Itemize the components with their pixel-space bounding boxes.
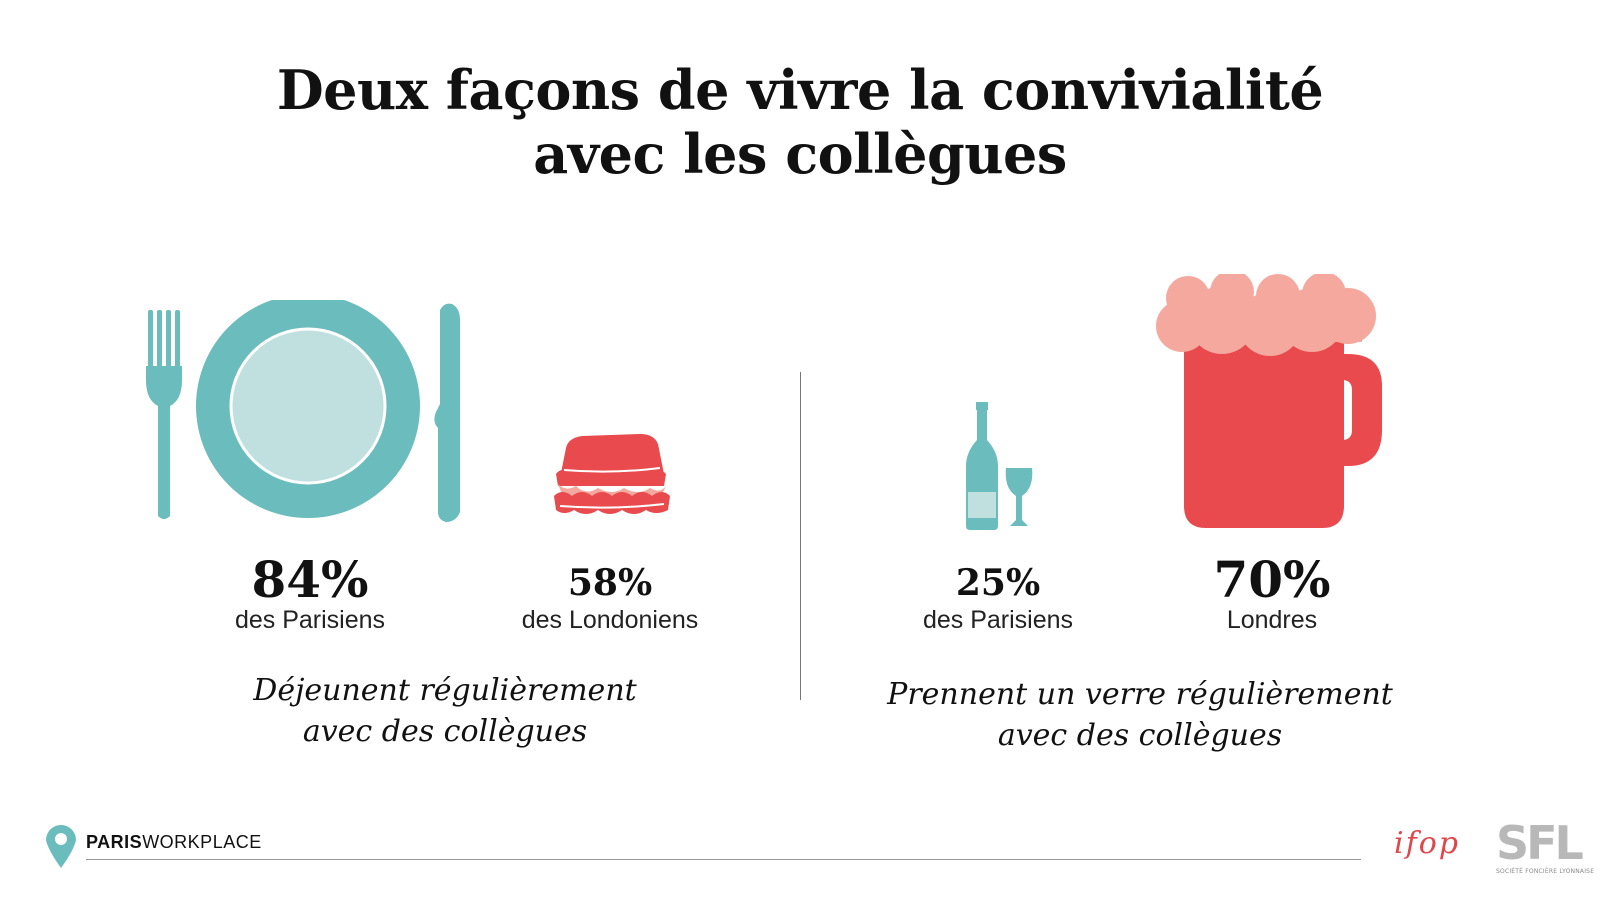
plate-fork-knife-icon	[146, 300, 460, 522]
lunch-paris-percent: 84%	[251, 550, 369, 609]
fork-icon	[146, 310, 182, 519]
drinks-london-label: Londres	[1226, 606, 1318, 634]
wine-glass-icon	[1005, 468, 1033, 526]
drinks-caption-line-1: Prennent un verre régulièrement	[887, 677, 1393, 712]
beer-foam	[1156, 274, 1376, 356]
lunch-paris-label: des Parisiens	[234, 606, 386, 634]
drinks-london-percent: 70%	[1213, 550, 1331, 609]
sfl-subtitle: SOCIÉTÉ FONCIÈRE LYONNAISE	[1496, 868, 1595, 875]
title-line-2: avec les collègues	[533, 122, 1067, 186]
wine-bottle-glass-icon	[966, 402, 1033, 530]
title-line-1: Deux façons de vivre la convivialité	[276, 58, 1324, 122]
location-pin-icon	[46, 825, 76, 868]
drinks-caption-line-2: avec des collègues	[997, 718, 1283, 753]
brand-bold: PARIS	[86, 832, 143, 852]
lunch-caption-line-1: Déjeunent régulièrement	[253, 673, 637, 708]
ifop-logo: ifop	[1394, 826, 1460, 861]
drinks-caption: Prennent un verre régulièrement avec des…	[860, 674, 1420, 756]
drinks-paris-percent: 25%	[955, 562, 1041, 604]
sandwich-icon	[554, 434, 670, 514]
sfl-mark: SFL	[1496, 816, 1584, 870]
beer-mug-body	[1184, 340, 1382, 528]
drinks-paris-label: des Parisiens	[922, 606, 1074, 634]
knife-icon	[434, 303, 460, 522]
footer-rule	[86, 859, 1361, 860]
sfl-logo: SFL SOCIÉTÉ FONCIÈRE LYONNAISE	[1496, 816, 1595, 875]
brand-logo: PARISWORKPLACE	[86, 832, 262, 853]
lunch-london-label: des Londoniens	[521, 606, 699, 634]
beer-mug-icon	[1156, 274, 1382, 528]
plate-icon	[196, 300, 420, 518]
lunch-london-percent: 58%	[567, 562, 653, 604]
lunch-caption: Déjeunent régulièrement avec des collègu…	[200, 670, 690, 752]
lunch-caption-line-2: avec des collègues	[302, 714, 588, 749]
section-divider	[800, 372, 801, 700]
brand-rest: WORKPLACE	[142, 832, 262, 852]
wine-bottle-icon	[966, 402, 998, 530]
page-title: Deux façons de vivre la convivialité ave…	[0, 58, 1600, 186]
